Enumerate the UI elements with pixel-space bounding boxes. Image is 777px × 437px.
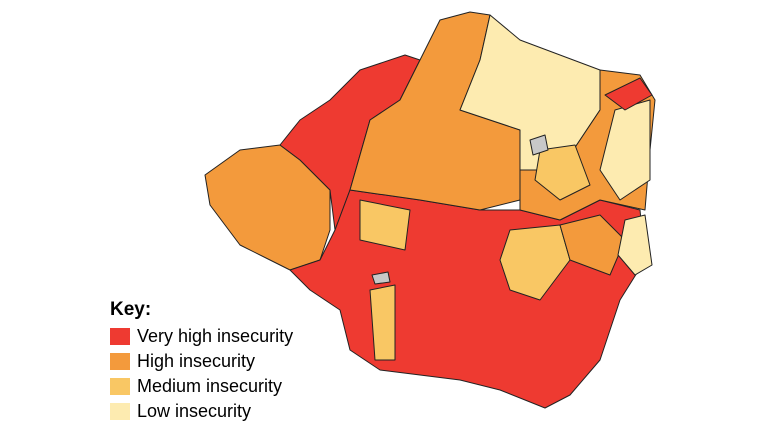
legend: Key: Very high insecurity High insecurity… — [110, 299, 293, 421]
map — [204, 11, 656, 409]
legend-label: Medium insecurity — [137, 376, 282, 396]
legend-label: Low insecurity — [137, 401, 251, 421]
region — [534, 144, 591, 201]
city — [371, 271, 391, 285]
legend-swatch — [110, 328, 130, 345]
legend-swatch — [110, 378, 130, 395]
legend-swatch — [110, 403, 130, 420]
legend-label: High insecurity — [137, 351, 255, 371]
city — [529, 134, 549, 156]
legend-title: Key: — [110, 299, 151, 320]
region — [369, 284, 396, 361]
region — [604, 77, 653, 111]
region — [359, 199, 411, 251]
region — [617, 214, 653, 276]
region — [559, 214, 626, 276]
region — [599, 99, 651, 201]
legend-swatch — [110, 353, 130, 370]
region — [204, 144, 331, 271]
legend-label: Very high insecurity — [137, 326, 293, 346]
